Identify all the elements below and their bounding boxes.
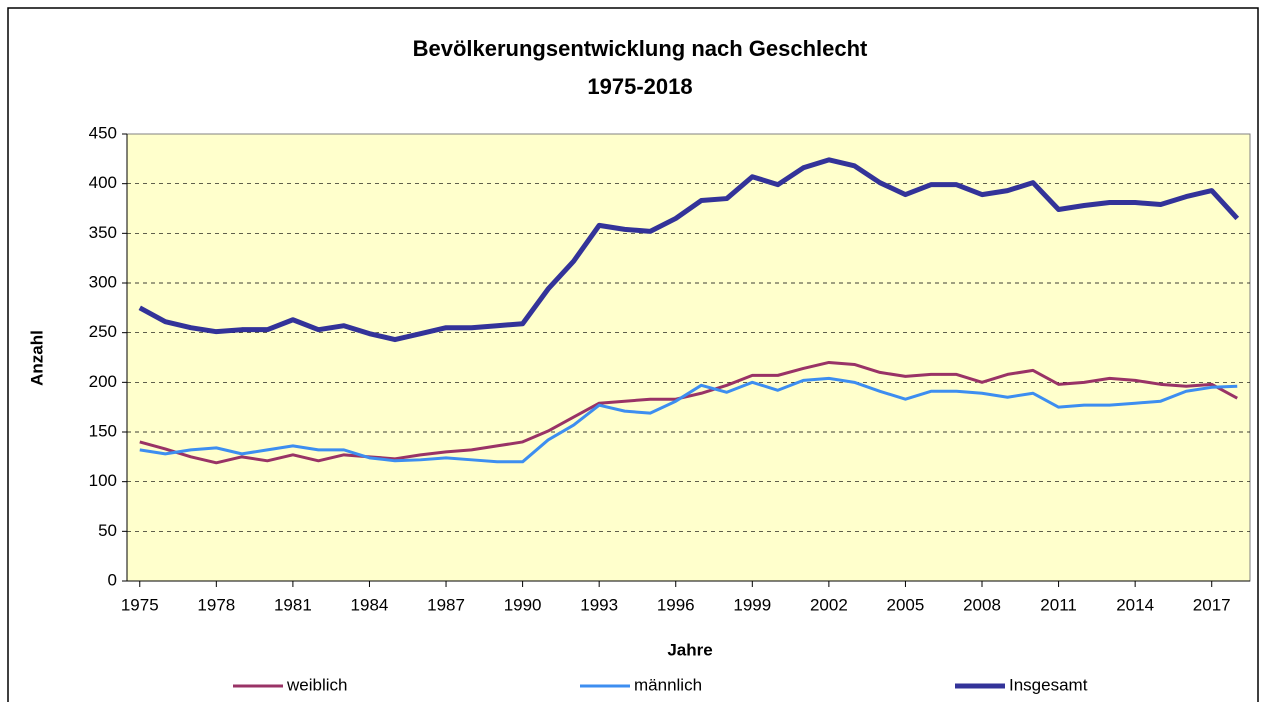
y-tick-label: 450 [89, 123, 117, 142]
x-axis-title: Jahre [667, 640, 712, 659]
series-line [139, 360, 1238, 465]
series-line [139, 376, 1238, 464]
x-tick-label: 1981 [274, 595, 312, 614]
series-line [138, 157, 1240, 343]
x-tick-label: 1975 [121, 595, 159, 614]
legend-label: Insgesamt [1009, 675, 1088, 694]
x-tick-label: 1996 [657, 595, 695, 614]
x-tick-label: 1987 [427, 595, 465, 614]
x-tick-label: 1993 [580, 595, 618, 614]
y-tick-label: 300 [89, 272, 117, 291]
x-tick-label: 2011 [1040, 595, 1077, 614]
x-tick-label: 1999 [733, 595, 771, 614]
x-tick-label: 2008 [963, 595, 1001, 614]
legend-label: männlich [634, 675, 702, 694]
chart-subtitle: 1975-2018 [587, 74, 692, 99]
y-tick-label: 100 [89, 471, 117, 490]
legend-label: weiblich [286, 675, 347, 694]
chart-title: Bevölkerungsentwicklung nach Geschlecht [413, 36, 868, 61]
x-tick-label: 2002 [810, 595, 848, 614]
x-tick-label: 1978 [197, 595, 235, 614]
y-tick-label: 400 [89, 173, 117, 192]
x-tick-label: 1984 [351, 595, 389, 614]
x-tick-label: 2017 [1193, 595, 1231, 614]
x-tick-label: 2014 [1116, 595, 1154, 614]
y-tick-label: 0 [108, 570, 117, 589]
y-axis-title: Anzahl [27, 330, 46, 386]
y-tick-label: 350 [89, 223, 117, 242]
x-tick-label: 2005 [887, 595, 925, 614]
y-tick-label: 250 [89, 322, 117, 341]
y-tick-label: 200 [89, 372, 117, 391]
x-tick-label: 1990 [504, 595, 542, 614]
y-tick-label: 50 [98, 521, 117, 540]
plot-area [126, 133, 1251, 582]
y-tick-label: 150 [89, 421, 117, 440]
